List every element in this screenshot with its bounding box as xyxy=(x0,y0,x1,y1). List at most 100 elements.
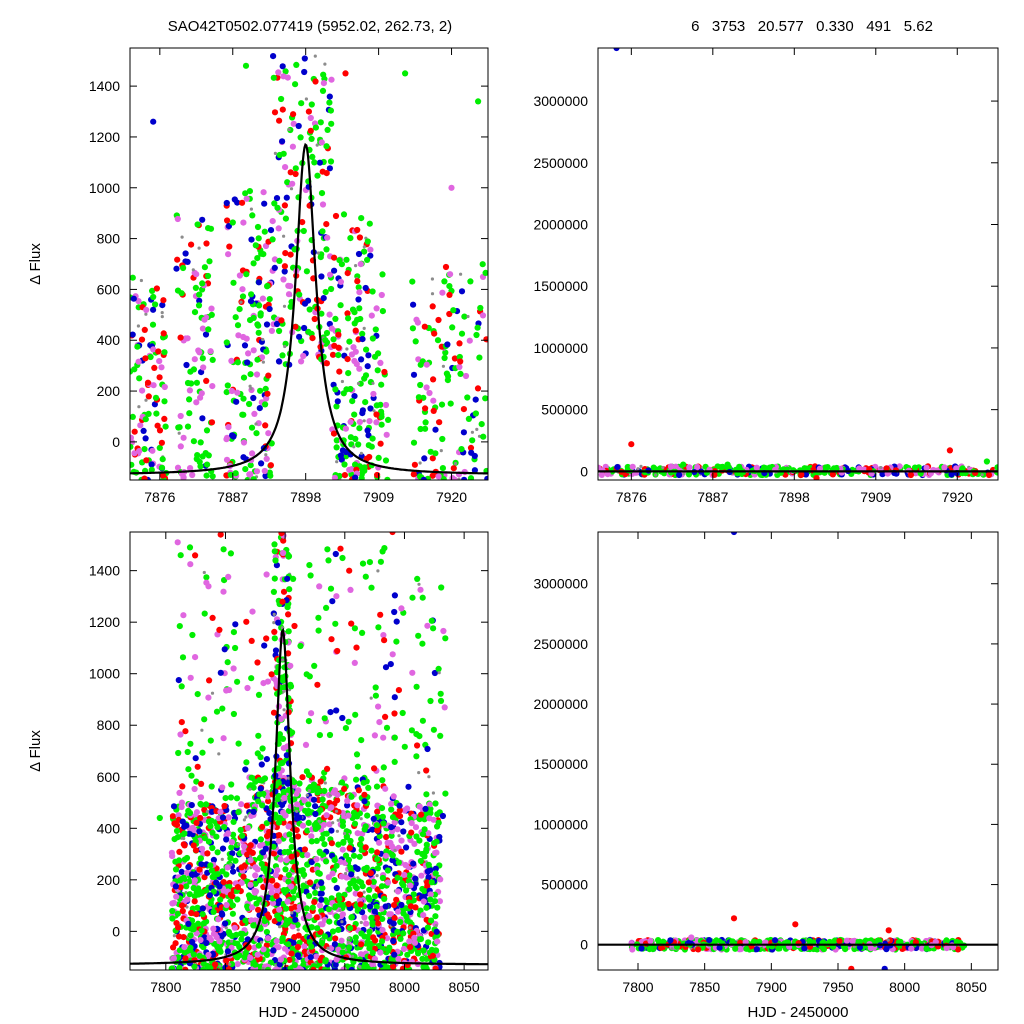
data-point xyxy=(134,343,141,350)
data-point xyxy=(312,810,319,818)
data-point xyxy=(353,751,361,758)
data-point xyxy=(209,356,216,363)
data-point xyxy=(430,277,434,281)
data-point xyxy=(226,243,233,250)
data-point xyxy=(374,471,381,479)
data-point xyxy=(287,303,294,310)
data-point xyxy=(291,961,298,969)
data-point xyxy=(354,802,361,809)
data-point xyxy=(458,288,466,295)
data-point xyxy=(234,961,241,968)
data-point xyxy=(361,866,368,873)
data-point xyxy=(192,755,199,762)
data-point xyxy=(222,920,229,927)
data-point xyxy=(186,878,193,885)
data-point xyxy=(337,278,344,285)
data-point xyxy=(345,812,352,819)
data-point xyxy=(396,802,403,809)
data-point xyxy=(199,845,206,852)
data-point xyxy=(279,106,286,113)
data-point xyxy=(235,332,242,339)
data-point xyxy=(131,428,138,435)
data-point xyxy=(403,844,410,851)
data-point xyxy=(361,933,368,940)
data-point xyxy=(162,423,169,430)
data-point xyxy=(282,68,289,75)
data-point xyxy=(324,234,331,241)
data-point xyxy=(402,861,409,869)
data-point xyxy=(288,844,295,851)
data-point xyxy=(376,569,380,573)
data-point xyxy=(190,884,197,892)
data-point xyxy=(265,430,272,437)
data-point xyxy=(333,707,340,714)
data-point xyxy=(193,819,200,827)
data-point xyxy=(345,856,352,864)
data-point xyxy=(306,306,313,313)
data-point xyxy=(234,940,241,947)
data-point xyxy=(285,650,292,657)
data-point xyxy=(437,690,444,697)
data-point xyxy=(417,381,424,389)
data-point xyxy=(306,879,314,886)
data-point xyxy=(389,857,396,864)
data-point xyxy=(179,907,186,915)
data-point xyxy=(203,427,211,434)
data-point xyxy=(191,785,198,793)
data-point xyxy=(250,394,257,402)
data-point xyxy=(314,172,321,179)
data-point xyxy=(271,200,278,207)
data-point xyxy=(327,585,335,592)
data-point xyxy=(285,282,292,289)
data-point xyxy=(312,803,319,810)
data-point xyxy=(428,879,435,886)
data-point xyxy=(382,664,390,671)
data-point xyxy=(175,933,183,940)
data-point xyxy=(310,966,317,970)
data-point xyxy=(253,371,261,378)
data-point xyxy=(196,349,203,356)
data-point xyxy=(430,376,437,383)
data-point xyxy=(424,745,431,753)
data-point xyxy=(263,928,270,936)
data-point xyxy=(398,848,405,855)
data-point xyxy=(458,446,465,453)
data-point xyxy=(205,452,212,459)
data-point xyxy=(333,444,340,451)
data-point xyxy=(193,911,200,918)
data-point xyxy=(198,780,205,788)
data-point xyxy=(426,389,433,397)
data-point xyxy=(334,647,341,655)
data-point xyxy=(436,419,443,426)
data-point xyxy=(279,138,286,145)
data-point xyxy=(336,818,340,822)
data-point xyxy=(680,461,687,468)
data-point xyxy=(249,387,253,391)
data-point xyxy=(144,398,148,402)
data-point xyxy=(255,235,262,242)
data-point xyxy=(355,441,362,448)
data-point xyxy=(943,945,950,952)
data-point xyxy=(268,889,275,896)
data-point xyxy=(276,832,283,839)
data-point xyxy=(135,358,142,365)
data-point xyxy=(148,466,155,473)
data-point xyxy=(253,468,261,475)
data-point xyxy=(161,349,168,356)
data-point xyxy=(174,539,181,546)
data-point xyxy=(226,686,233,694)
data-point xyxy=(156,358,163,365)
data-point xyxy=(356,425,363,432)
data-point xyxy=(428,617,435,624)
data-point xyxy=(432,865,439,872)
data-point xyxy=(216,883,223,890)
data-point xyxy=(374,367,381,374)
data-point xyxy=(185,920,192,928)
data-point xyxy=(215,916,222,923)
data-point xyxy=(356,418,363,426)
data-point xyxy=(209,829,216,836)
panel-bottom-left: 7800 7850 7900 7950 8000 80500200400600800100… xyxy=(27,531,489,1021)
data-point xyxy=(229,910,236,917)
data-point xyxy=(292,170,299,178)
data-point xyxy=(261,918,268,925)
